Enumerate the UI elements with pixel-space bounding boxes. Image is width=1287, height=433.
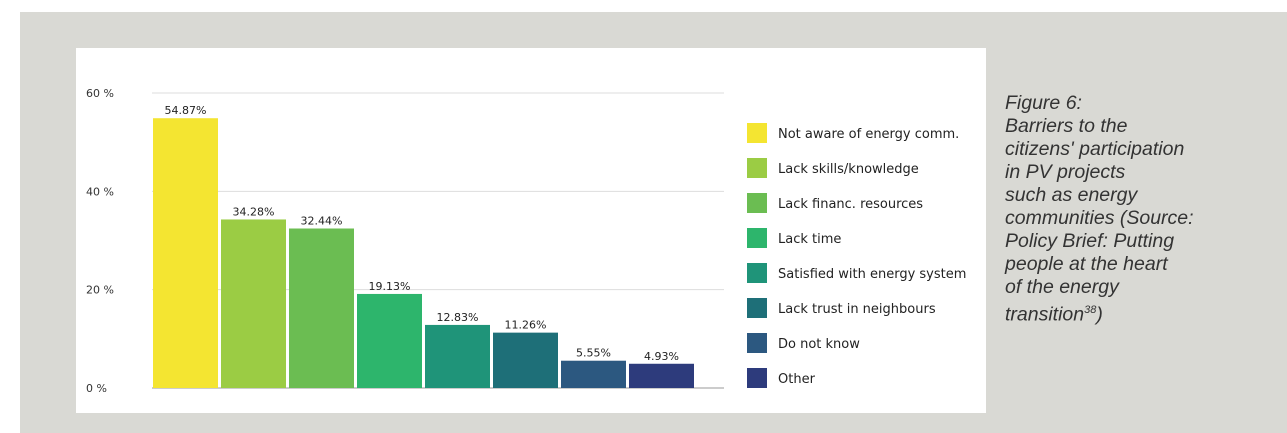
data-label: 19.13% xyxy=(369,280,411,293)
legend-swatch xyxy=(747,228,767,248)
data-label: 5.55% xyxy=(576,347,611,360)
bar xyxy=(357,293,422,388)
caption-line: of the energy xyxy=(1005,276,1119,298)
bar xyxy=(289,228,354,388)
caption-line: communities (Source: xyxy=(1005,207,1194,229)
legend-label: Lack time xyxy=(778,232,841,247)
figure-panel: 0 % 20 % 40 % 60 % 54.87% 34.28% 32.44% 19.13% 1… xyxy=(20,12,1287,433)
data-label: 54.87% xyxy=(165,104,207,117)
caption-line: in PV projects xyxy=(1005,161,1126,183)
caption-closing: ) xyxy=(1096,303,1103,326)
y-tick-label: 0 % xyxy=(86,382,107,395)
bar-chart-svg: 0 % 20 % 40 % 60 % 54.87% 34.28% 32.44% 19.13% 1… xyxy=(86,87,966,395)
bar xyxy=(425,324,490,388)
legend-swatch xyxy=(747,333,767,353)
bar xyxy=(153,118,218,388)
caption-line: Policy Brief: Putting xyxy=(1005,230,1175,252)
legend-label: Satisfied with energy system xyxy=(778,267,966,282)
caption-line: Figure 6: xyxy=(1005,92,1082,114)
caption-line: people at the heart xyxy=(1005,253,1168,275)
legend-label: Not aware of energy comm. xyxy=(778,127,959,142)
legend-swatch xyxy=(747,263,767,283)
data-label: 4.93% xyxy=(644,350,679,363)
y-tick-label: 60 % xyxy=(86,87,114,100)
legend-swatch xyxy=(747,193,767,213)
legend-label: Do not know xyxy=(778,337,860,352)
caption-line: citizens' participation xyxy=(1005,138,1185,160)
legend-label: Other xyxy=(778,372,816,387)
data-label: 11.26% xyxy=(505,319,547,332)
bar-chart: 0 % 20 % 40 % 60 % 54.87% 34.28% 32.44% 19.13% 1… xyxy=(76,48,986,413)
legend-label: Lack skills/knowledge xyxy=(778,162,919,177)
bar xyxy=(629,363,694,388)
legend-swatch xyxy=(747,158,767,178)
figure-caption: Figure 6: Barriers to the citizens' part… xyxy=(1005,92,1287,327)
caption-last-line: transition38) xyxy=(1005,299,1287,327)
footnote-ref: 38 xyxy=(1084,304,1097,316)
caption-line: such as energy xyxy=(1005,184,1138,206)
legend-label: Lack trust in neighbours xyxy=(778,302,936,317)
bar xyxy=(493,332,558,388)
bar xyxy=(561,360,626,388)
bar xyxy=(221,219,286,388)
legend-swatch xyxy=(747,298,767,318)
legend-label: Lack financ. resources xyxy=(778,197,923,212)
data-label: 34.28% xyxy=(233,205,275,218)
caption-last-text: transition xyxy=(1005,303,1085,326)
data-label: 12.83% xyxy=(437,311,479,324)
legend-swatch xyxy=(747,368,767,388)
y-tick-label: 20 % xyxy=(86,284,114,297)
y-tick-label: 40 % xyxy=(86,185,114,198)
caption-line: Barriers to the xyxy=(1005,115,1128,137)
legend-swatch xyxy=(747,123,767,143)
data-label: 32.44% xyxy=(301,215,343,228)
